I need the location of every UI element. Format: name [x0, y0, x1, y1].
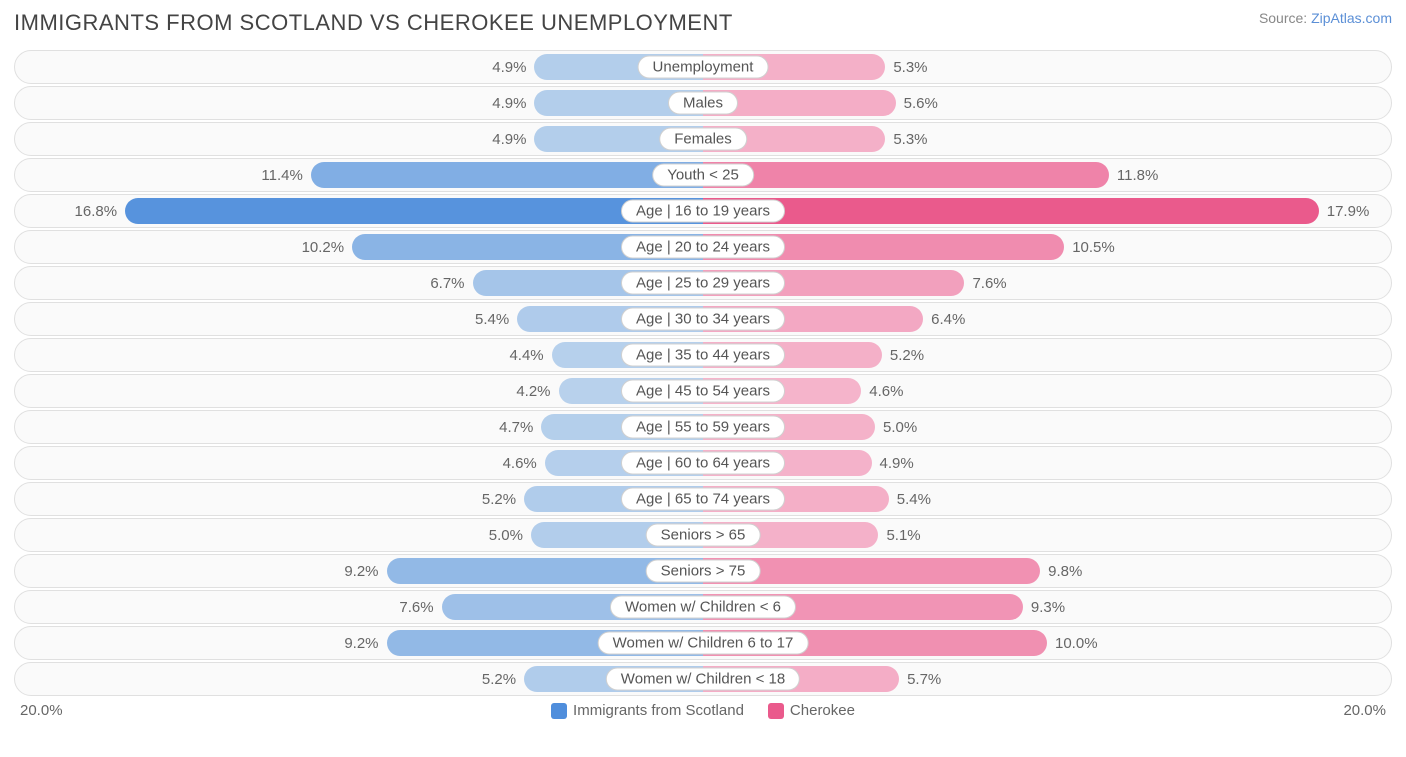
chart-row: 4.9% 5.3% Unemployment	[14, 50, 1392, 84]
category-label: Age | 20 to 24 years	[621, 236, 785, 259]
value-left: 5.0%	[489, 519, 531, 551]
chart-row: 6.7% 7.6% Age | 25 to 29 years	[14, 266, 1392, 300]
category-label: Unemployment	[638, 56, 769, 79]
value-left: 6.7%	[430, 267, 472, 299]
value-right: 11.8%	[1109, 159, 1158, 191]
chart-row: 11.4% 11.8% Youth < 25	[14, 158, 1392, 192]
value-left: 7.6%	[399, 591, 441, 623]
value-left: 5.2%	[482, 483, 524, 515]
chart-legend: Immigrants from Scotland Cherokee	[63, 702, 1344, 719]
category-label: Males	[668, 92, 738, 115]
chart-row: 5.4% 6.4% Age | 30 to 34 years	[14, 302, 1392, 336]
chart-row: 4.2% 4.6% Age | 45 to 54 years	[14, 374, 1392, 408]
value-right: 5.0%	[875, 411, 917, 443]
chart-row: 5.0% 5.1% Seniors > 65	[14, 518, 1392, 552]
chart-row: 10.2% 10.5% Age | 20 to 24 years	[14, 230, 1392, 264]
value-left: 5.4%	[475, 303, 517, 335]
bar-left	[125, 198, 703, 224]
value-left: 10.2%	[302, 231, 353, 263]
category-label: Women w/ Children 6 to 17	[598, 632, 809, 655]
category-label: Age | 30 to 34 years	[621, 308, 785, 331]
value-right: 10.0%	[1047, 627, 1098, 659]
value-right: 6.4%	[923, 303, 965, 335]
category-label: Women w/ Children < 6	[610, 596, 796, 619]
value-right: 5.1%	[878, 519, 920, 551]
category-label: Age | 65 to 74 years	[621, 488, 785, 511]
bar-left	[311, 162, 703, 188]
value-right: 10.5%	[1064, 231, 1115, 263]
value-right: 5.7%	[899, 663, 941, 695]
category-label: Women w/ Children < 18	[606, 668, 800, 691]
legend-label-right: Cherokee	[790, 702, 855, 719]
chart-row: 16.8% 17.9% Age | 16 to 19 years	[14, 194, 1392, 228]
category-label: Age | 55 to 59 years	[621, 416, 785, 439]
legend-swatch-left	[551, 703, 567, 719]
value-right: 5.3%	[885, 51, 927, 83]
chart-row: 9.2% 10.0% Women w/ Children 6 to 17	[14, 626, 1392, 660]
category-label: Seniors > 65	[646, 524, 761, 547]
chart-row: 9.2% 9.8% Seniors > 75	[14, 554, 1392, 588]
value-left: 4.2%	[516, 375, 558, 407]
chart-header: IMMIGRANTS FROM SCOTLAND VS CHEROKEE UNE…	[14, 10, 1392, 36]
category-label: Age | 25 to 29 years	[621, 272, 785, 295]
value-left: 16.8%	[75, 195, 126, 227]
legend-label-left: Immigrants from Scotland	[573, 702, 744, 719]
value-right: 9.8%	[1040, 555, 1082, 587]
value-right: 9.3%	[1023, 591, 1065, 623]
value-left: 5.2%	[482, 663, 524, 695]
chart-row: 4.7% 5.0% Age | 55 to 59 years	[14, 410, 1392, 444]
value-right: 17.9%	[1319, 195, 1370, 227]
value-left: 4.4%	[509, 339, 551, 371]
value-left: 9.2%	[344, 627, 386, 659]
legend-item-left: Immigrants from Scotland	[551, 702, 744, 719]
value-left: 11.4%	[261, 159, 310, 191]
value-left: 4.6%	[503, 447, 545, 479]
category-label: Females	[659, 128, 747, 151]
value-left: 4.7%	[499, 411, 541, 443]
value-right: 7.6%	[964, 267, 1006, 299]
value-right: 5.3%	[885, 123, 927, 155]
chart-source: Source: ZipAtlas.com	[1259, 10, 1392, 26]
legend-item-right: Cherokee	[768, 702, 855, 719]
value-right: 5.2%	[882, 339, 924, 371]
axis-max-right: 20.0%	[1343, 702, 1392, 719]
bar-right	[703, 198, 1319, 224]
value-right: 5.4%	[889, 483, 931, 515]
chart-row: 5.2% 5.7% Women w/ Children < 18	[14, 662, 1392, 696]
chart-title: IMMIGRANTS FROM SCOTLAND VS CHEROKEE UNE…	[14, 10, 733, 36]
bar-right	[703, 162, 1109, 188]
value-left: 9.2%	[344, 555, 386, 587]
value-right: 5.6%	[896, 87, 938, 119]
category-label: Age | 16 to 19 years	[621, 200, 785, 223]
value-left: 4.9%	[492, 87, 534, 119]
category-label: Age | 60 to 64 years	[621, 452, 785, 475]
legend-swatch-right	[768, 703, 784, 719]
category-label: Youth < 25	[652, 164, 754, 187]
source-link[interactable]: ZipAtlas.com	[1311, 10, 1392, 26]
value-left: 4.9%	[492, 123, 534, 155]
source-label: Source:	[1259, 10, 1307, 26]
chart-row: 7.6% 9.3% Women w/ Children < 6	[14, 590, 1392, 624]
value-right: 4.6%	[861, 375, 903, 407]
chart-row: 5.2% 5.4% Age | 65 to 74 years	[14, 482, 1392, 516]
value-right: 4.9%	[872, 447, 914, 479]
value-left: 4.9%	[492, 51, 534, 83]
category-label: Age | 45 to 54 years	[621, 380, 785, 403]
diverging-bar-chart: 4.9% 5.3% Unemployment 4.9% 5.6% Males 4.9% 5.3…	[14, 50, 1392, 696]
category-label: Seniors > 75	[646, 560, 761, 583]
chart-footer: 20.0% Immigrants from Scotland Cherokee …	[14, 702, 1392, 719]
chart-row: 4.9% 5.6% Males	[14, 86, 1392, 120]
axis-max-left: 20.0%	[14, 702, 63, 719]
chart-container: IMMIGRANTS FROM SCOTLAND VS CHEROKEE UNE…	[0, 0, 1406, 729]
chart-row: 4.4% 5.2% Age | 35 to 44 years	[14, 338, 1392, 372]
category-label: Age | 35 to 44 years	[621, 344, 785, 367]
chart-row: 4.6% 4.9% Age | 60 to 64 years	[14, 446, 1392, 480]
chart-row: 4.9% 5.3% Females	[14, 122, 1392, 156]
